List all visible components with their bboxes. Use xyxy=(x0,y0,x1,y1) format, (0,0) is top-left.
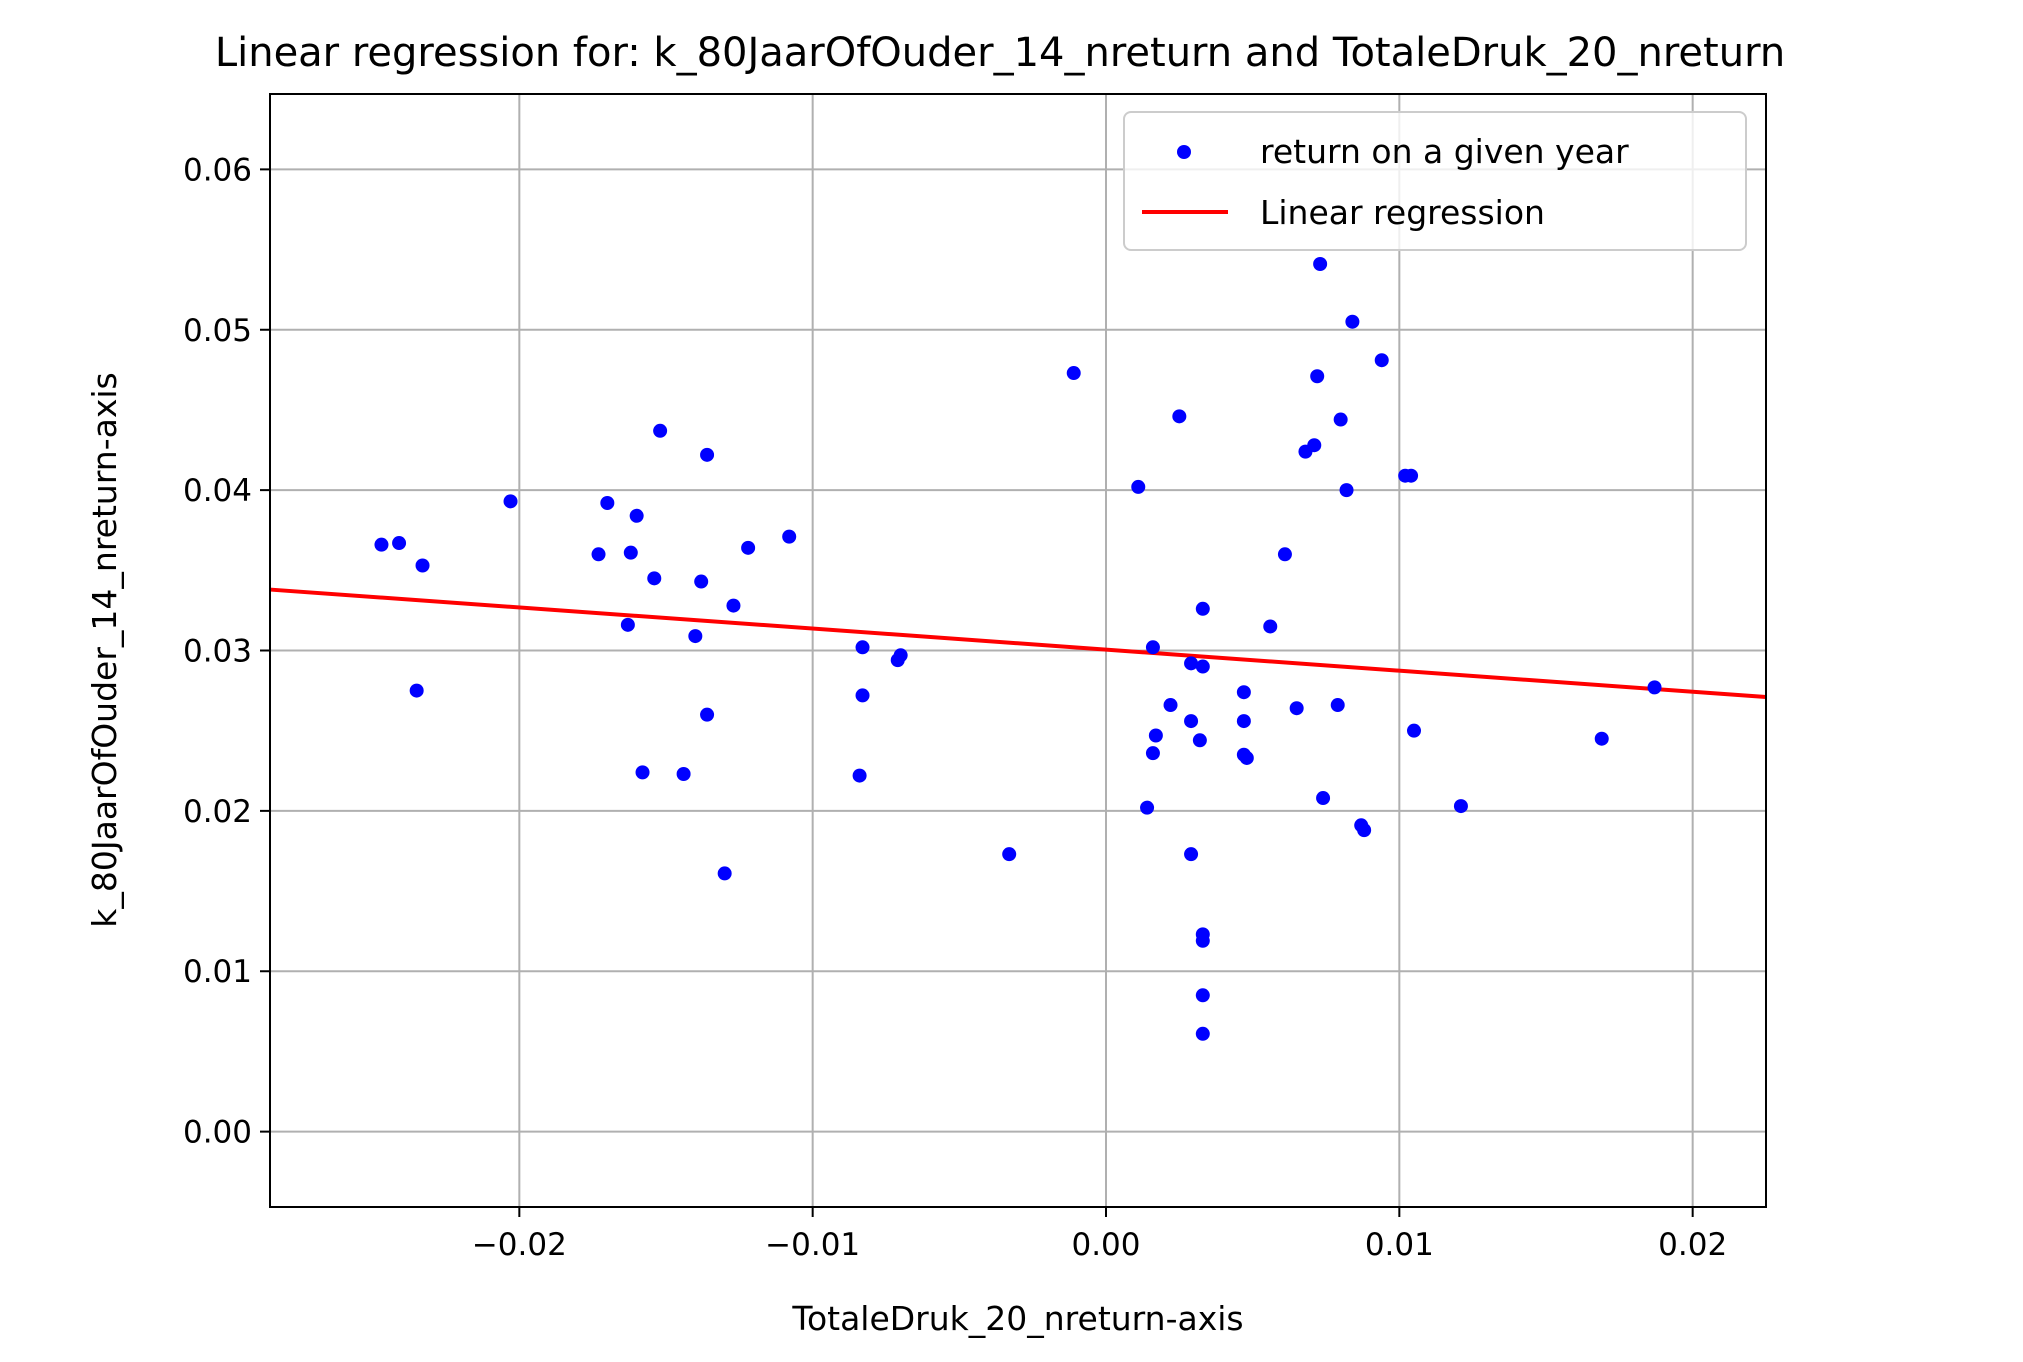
scatter-point xyxy=(1148,728,1163,743)
scatter-point xyxy=(415,558,430,573)
scatter-point xyxy=(409,683,424,698)
scatter-point xyxy=(1131,479,1146,494)
scatter-point xyxy=(1339,483,1354,498)
scatter-point xyxy=(1647,680,1662,695)
scatter-point xyxy=(694,574,709,589)
scatter-point xyxy=(1594,731,1609,746)
scatter-point xyxy=(700,707,715,722)
scatter-point xyxy=(726,598,741,613)
scatter-point xyxy=(1277,547,1292,562)
y-axis-label: k_80JaarOfOuder_14_nreturn-axis xyxy=(85,372,124,927)
x-axis-ticks: −0.02 −0.01 0.00 0.01 0.02 xyxy=(472,1207,1727,1263)
scatter-point xyxy=(855,688,870,703)
x-axis-label: TotaleDruk_20_nreturn-axis xyxy=(791,1299,1243,1338)
scatter-point xyxy=(700,447,715,462)
scatter-point xyxy=(1289,701,1304,716)
x-tick-label: 0.00 xyxy=(1071,1227,1140,1263)
scatter-point xyxy=(717,866,732,881)
y-tick-label: 0.04 xyxy=(183,473,252,509)
scatter-point xyxy=(1330,698,1345,713)
scatter-point xyxy=(1184,714,1199,729)
scatter-point xyxy=(852,768,867,783)
scatter-point xyxy=(1316,791,1331,806)
scatter-point xyxy=(623,545,638,560)
scatter-point xyxy=(1002,847,1017,862)
scatter-point xyxy=(890,653,905,668)
scatter-point xyxy=(688,629,703,644)
scatter-point xyxy=(374,537,389,552)
scatter-point xyxy=(1310,369,1325,384)
scatter-point xyxy=(1145,746,1160,761)
scatter-point xyxy=(1195,659,1210,674)
legend-label-scatter: return on a given year xyxy=(1260,132,1629,171)
y-tick-label: 0.05 xyxy=(183,313,252,349)
scatter-point xyxy=(1172,409,1187,424)
scatter-point xyxy=(741,540,756,555)
scatter-point xyxy=(1333,412,1348,427)
y-tick-label: 0.01 xyxy=(183,954,252,990)
scatter-point xyxy=(1140,800,1155,815)
legend-label-line: Linear regression xyxy=(1260,193,1545,232)
y-tick-label: 0.06 xyxy=(183,152,252,188)
y-axis-ticks: 0.00 0.01 0.02 0.03 0.04 0.05 0.06 xyxy=(183,152,270,1151)
scatter-point xyxy=(635,765,650,780)
scatter-point xyxy=(855,640,870,655)
scatter-point xyxy=(1357,823,1372,838)
legend-scatter-marker xyxy=(1177,145,1191,159)
scatter-point xyxy=(1404,468,1419,483)
scatter-point xyxy=(620,617,635,632)
scatter-point xyxy=(1195,988,1210,1003)
grid-lines xyxy=(270,94,1766,1207)
x-tick-label: 0.02 xyxy=(1658,1227,1727,1263)
scatter-point xyxy=(1145,640,1160,655)
scatter-point xyxy=(676,766,691,781)
y-tick-label: 0.03 xyxy=(183,634,252,670)
scatter-point xyxy=(1163,698,1178,713)
scatter-point xyxy=(1236,714,1251,729)
x-tick-label: 0.01 xyxy=(1365,1227,1434,1263)
scatter-points xyxy=(374,256,1662,1041)
regression-layer xyxy=(269,587,1767,700)
scatter-point xyxy=(1066,366,1081,381)
legend-box xyxy=(1123,111,1747,251)
x-tick-label: −0.01 xyxy=(765,1227,860,1263)
scatter-point xyxy=(647,571,662,586)
scatter-point xyxy=(1313,256,1328,271)
y-tick-label: 0.02 xyxy=(183,794,252,830)
scatter-point xyxy=(600,495,615,510)
scatter-point xyxy=(1192,733,1207,748)
scatter-point xyxy=(1374,353,1389,368)
scatter-point xyxy=(503,494,518,509)
scatter-point xyxy=(1345,314,1360,329)
scatter-point xyxy=(1195,601,1210,616)
chart-title: Linear regression for: k_80JaarOfOuder_1… xyxy=(215,30,1785,76)
scatter-point xyxy=(1263,619,1278,634)
regression-line xyxy=(269,587,1767,700)
scatter-point xyxy=(1184,847,1199,862)
x-tick-label: −0.02 xyxy=(472,1227,567,1263)
legend: return on a given year Linear regression xyxy=(1123,111,1747,251)
y-tick-label: 0.00 xyxy=(183,1115,252,1151)
scatter-point xyxy=(392,536,407,551)
scatter-point xyxy=(1239,750,1254,765)
scatter-point xyxy=(1195,1026,1210,1041)
scatter-point xyxy=(1453,799,1468,814)
scatter-point xyxy=(1307,438,1322,453)
scatter-point xyxy=(782,529,797,544)
scatter-point xyxy=(629,508,644,523)
scatter-point xyxy=(1407,723,1421,738)
scatter-point xyxy=(1236,685,1251,700)
scatter-point xyxy=(653,423,668,438)
scatter-point xyxy=(591,547,606,562)
scatter-point xyxy=(1184,656,1199,671)
scatter-point xyxy=(1195,933,1210,948)
